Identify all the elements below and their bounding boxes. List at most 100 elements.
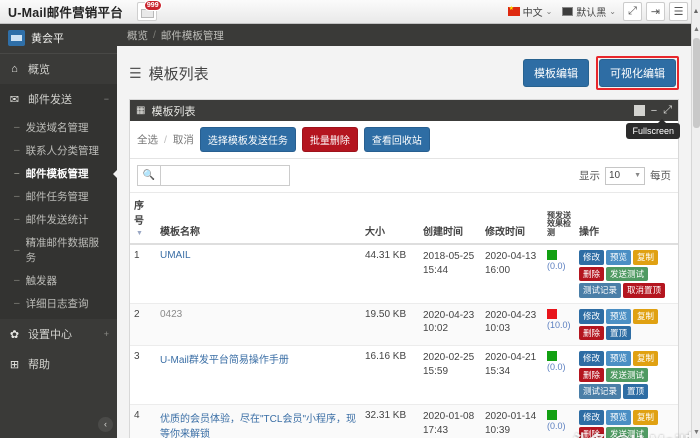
- op-button-view[interactable]: 预览: [606, 308, 632, 324]
- theme-selector[interactable]: 默认黑 ⌄: [559, 2, 619, 21]
- op-button-edit[interactable]: 修改: [579, 308, 605, 324]
- cell-index: 1: [130, 244, 156, 304]
- sidebar-collapse-button[interactable]: ‹: [98, 417, 113, 432]
- op-button-view[interactable]: 预览: [606, 250, 632, 265]
- sidebar-item-task-management[interactable]: – 邮件任务管理: [0, 185, 117, 208]
- op-button-del[interactable]: 删除: [579, 367, 605, 383]
- op-button-del[interactable]: 删除: [579, 325, 605, 341]
- op-button-top[interactable]: 置顶: [623, 384, 649, 399]
- col-created[interactable]: 创建时间: [419, 192, 481, 245]
- col-created-label: 创建时间: [423, 227, 463, 238]
- op-button-copy[interactable]: 复制: [633, 250, 659, 265]
- visual-edit-highlight: 可视化编辑: [596, 56, 679, 90]
- home-icon: ⌂: [11, 63, 18, 75]
- op-button-edit[interactable]: 修改: [579, 410, 605, 425]
- scrollbar-thumb[interactable]: [693, 38, 700, 128]
- op-button-test[interactable]: 发送测试: [606, 367, 649, 383]
- minimize-icon[interactable]: −: [650, 104, 658, 117]
- op-button-view[interactable]: 预览: [606, 410, 632, 425]
- op-button-test[interactable]: 发送测试: [606, 266, 649, 282]
- batch-delete-button[interactable]: 批量删除: [301, 127, 358, 152]
- scroll-up-arrow-icon[interactable]: ▲: [691, 0, 700, 24]
- cell-template-name[interactable]: UMAIL: [156, 244, 361, 304]
- visual-edit-button[interactable]: 可视化编辑: [599, 59, 676, 87]
- table-row[interactable]: 4 优质的会员体验，尽在"TCL会员"小程序，现等你来解锁 32.31 KB 2020…: [130, 404, 678, 438]
- page-size-control: 显示 10 ▼ 每页: [579, 166, 671, 185]
- op-button-copy[interactable]: 复制: [633, 308, 659, 324]
- notification-area[interactable]: 999: [136, 0, 162, 22]
- cell-template-name[interactable]: 优质的会员体验，尽在"TCL会员"小程序，现等你来解锁: [156, 404, 361, 438]
- logout-button[interactable]: ⇥: [646, 2, 665, 21]
- col-modified[interactable]: 修改时间: [481, 192, 543, 245]
- breadcrumb-root[interactable]: 概览: [127, 29, 148, 42]
- sidebar-item-label: 概览: [28, 64, 50, 76]
- col-size[interactable]: 大小: [361, 192, 419, 245]
- scroll-down-icon[interactable]: ▼: [693, 429, 700, 436]
- cancel-selection-link[interactable]: 取消: [172, 134, 194, 146]
- collapse-toggle-icon[interactable]: −: [103, 94, 109, 104]
- sidebar-item-domain-management[interactable]: – 发送域名管理: [0, 116, 117, 139]
- language-selector[interactable]: 中文 ⌄: [505, 2, 556, 21]
- col-index[interactable]: 序号 ▼: [130, 192, 156, 245]
- scroll-up-icon[interactable]: ▲: [693, 26, 700, 33]
- op-button-rec[interactable]: 测试记录: [579, 384, 622, 399]
- op-button-untop[interactable]: 取消置顶: [623, 283, 666, 298]
- table-header: 序号 ▼ 模板名称 大小 创建时间 修改时间 预发送效果检测 操作: [130, 192, 678, 245]
- sidebar-item-contact-category[interactable]: – 联系人分类管理: [0, 139, 117, 162]
- cell-created-time: 2018-05-25 15:44: [419, 244, 481, 304]
- sidebar-item-settings-center[interactable]: ✿ 设置中心 +: [0, 319, 117, 349]
- col-name[interactable]: 模板名称: [156, 192, 361, 245]
- template-name-link[interactable]: 优质的会员体验，尽在"TCL会员"小程序，现等你来解锁: [160, 414, 356, 438]
- cell-template-name[interactable]: 0423: [156, 303, 361, 347]
- template-name-link[interactable]: UMAIL: [160, 250, 191, 261]
- op-button-edit[interactable]: 修改: [579, 351, 605, 366]
- cell-template-name[interactable]: U-Mail群发平台简易操作手册: [156, 345, 361, 405]
- sidebar-subitem-label: 精准邮件数据服务: [25, 237, 100, 264]
- template-name-link[interactable]: U-Mail群发平台简易操作手册: [160, 355, 289, 367]
- op-button-edit[interactable]: 修改: [579, 250, 605, 265]
- status-indicator: [547, 351, 557, 362]
- sidebar-item-trigger[interactable]: – 触发器: [0, 269, 117, 292]
- recycle-bin-button[interactable]: 查看回收站: [363, 127, 430, 152]
- sidebar-item-data-service[interactable]: – 精准邮件数据服务: [0, 231, 117, 269]
- select-all-link[interactable]: 全选: [137, 134, 158, 146]
- table-row[interactable]: 2 0423 19.50 KB 2020-04-23 10:02 2020-04-23 10…: [130, 303, 678, 347]
- page-size-select[interactable]: 10 ▼: [605, 166, 645, 185]
- search-input[interactable]: [160, 165, 290, 186]
- op-button-top[interactable]: 置顶: [606, 325, 632, 341]
- op-button-view[interactable]: 预览: [606, 351, 632, 366]
- template-edit-button[interactable]: 模板编辑: [523, 59, 589, 87]
- cell-operations: 修改 预览 复制删除 置顶: [575, 303, 678, 347]
- table-row[interactable]: 1 UMAIL 44.31 KB 2018-05-25 15:44 2020-04-13 1…: [130, 244, 678, 304]
- expand-icon: ⤢: [628, 5, 637, 17]
- sidebar-item-log-query[interactable]: – 详细日志查询: [0, 292, 117, 315]
- menu-button[interactable]: ☰: [669, 2, 688, 21]
- sidebar-item-overview[interactable]: ⌂ 概览: [0, 54, 117, 84]
- template-name-link[interactable]: 0423: [160, 308, 183, 320]
- expand-toggle-icon[interactable]: +: [103, 329, 109, 339]
- cell-detection: (0.0): [543, 244, 575, 304]
- col-detection[interactable]: 预发送效果检测: [543, 192, 575, 245]
- panel-header-title: 模板列表: [151, 105, 196, 118]
- sidebar-item-template-management[interactable]: – 邮件模板管理: [0, 162, 117, 185]
- sidebar-item-send-statistics[interactable]: – 邮件发送统计: [0, 208, 117, 231]
- panel-restore-icon[interactable]: [633, 105, 645, 116]
- chevron-down-icon: ⌄: [609, 7, 616, 16]
- fullscreen-button[interactable]: ⤢: [623, 2, 642, 21]
- table-row[interactable]: 3 U-Mail群发平台简易操作手册 16.16 KB 2020-02-25 15:59…: [130, 345, 678, 405]
- main-content: 概览 / 邮件模板管理 ☰ 模板列表 模板编辑 可视化编辑 ▦ 模板列表 − ⤢: [117, 24, 691, 438]
- status-indicator: [547, 308, 557, 319]
- op-button-del[interactable]: 删除: [579, 426, 605, 438]
- fullscreen-icon[interactable]: ⤢: [663, 104, 672, 116]
- op-button-copy[interactable]: 复制: [633, 410, 659, 425]
- op-button-del[interactable]: 删除: [579, 266, 605, 282]
- op-button-test[interactable]: 发送测试: [606, 426, 649, 438]
- op-button-rec[interactable]: 测试记录: [579, 283, 622, 298]
- col-name-label: 模板名称: [160, 227, 200, 238]
- send-task-button[interactable]: 选择模板发送任务: [199, 127, 296, 152]
- sidebar-item-mail-send[interactable]: ✉ 邮件发送 −: [0, 84, 117, 114]
- sidebar-item-help[interactable]: ⊞ 帮助: [0, 349, 117, 379]
- page-scrollbar[interactable]: ▲ ▼: [691, 24, 700, 438]
- sidebar-user[interactable]: 黄会平: [0, 24, 117, 54]
- op-button-copy[interactable]: 复制: [633, 351, 659, 366]
